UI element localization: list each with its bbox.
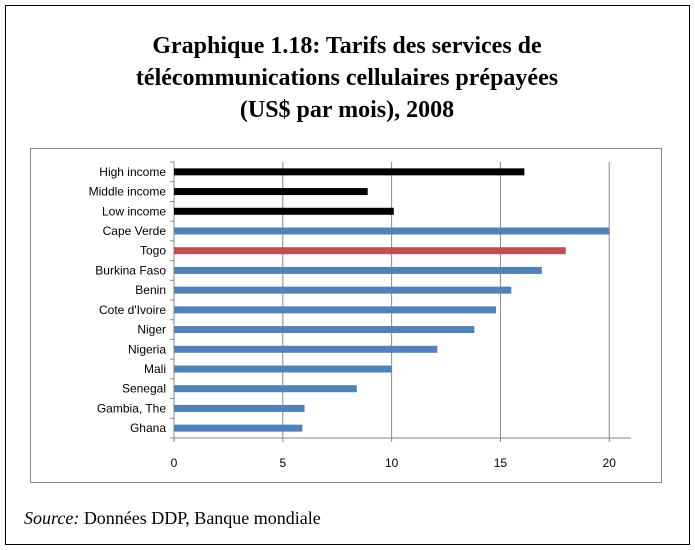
y-tick-label: Mali xyxy=(144,362,166,376)
y-tick-label: Senegal xyxy=(122,382,166,396)
chart-title: télécommunications cellulaires prépayées xyxy=(136,65,558,91)
bar xyxy=(174,168,525,176)
y-tick-label: Burkina Faso xyxy=(95,263,166,277)
x-tick-label: 15 xyxy=(494,456,508,470)
y-tick-label: Cape Verde xyxy=(103,224,167,238)
bar xyxy=(174,266,542,274)
y-tick-label: Togo xyxy=(140,244,166,258)
y-tick-label: Benin xyxy=(135,283,166,297)
bar xyxy=(174,424,303,432)
source: Source: Données DDP, Banque mondiale xyxy=(24,508,321,528)
plot-frame xyxy=(30,148,662,483)
y-tick-label: Middle income xyxy=(89,185,167,199)
x-tick-label: 20 xyxy=(603,456,617,470)
bar xyxy=(174,227,610,235)
outer-frame xyxy=(5,5,690,545)
y-tick-label: Cote d'Ivoire xyxy=(99,303,166,317)
bar xyxy=(174,188,368,196)
y-tick-label: Ghana xyxy=(130,421,166,435)
x-tick-label: 5 xyxy=(279,456,286,470)
bar xyxy=(174,365,392,373)
y-tick-label: Niger xyxy=(137,323,166,337)
y-tick-label: High income xyxy=(99,165,166,179)
bar xyxy=(174,326,475,334)
source-text: Données DDP, Banque mondiale xyxy=(84,508,321,528)
bar xyxy=(174,404,305,412)
bar xyxy=(174,385,357,393)
bar xyxy=(174,207,394,215)
bar xyxy=(174,247,566,255)
bar xyxy=(174,345,438,353)
chart-title: (US$ par mois), 2008 xyxy=(240,97,454,123)
y-tick-label: Nigeria xyxy=(128,342,166,356)
y-tick-label: Low income xyxy=(102,204,166,218)
source-label: Source: xyxy=(24,508,79,528)
y-tick-label: Gambia, The xyxy=(97,401,166,415)
x-tick-label: 0 xyxy=(171,456,178,470)
bar xyxy=(174,286,512,294)
x-tick-label: 10 xyxy=(385,456,399,470)
bar xyxy=(174,306,497,314)
chart-title: Graphique 1.18: Tarifs des services de xyxy=(152,33,542,59)
